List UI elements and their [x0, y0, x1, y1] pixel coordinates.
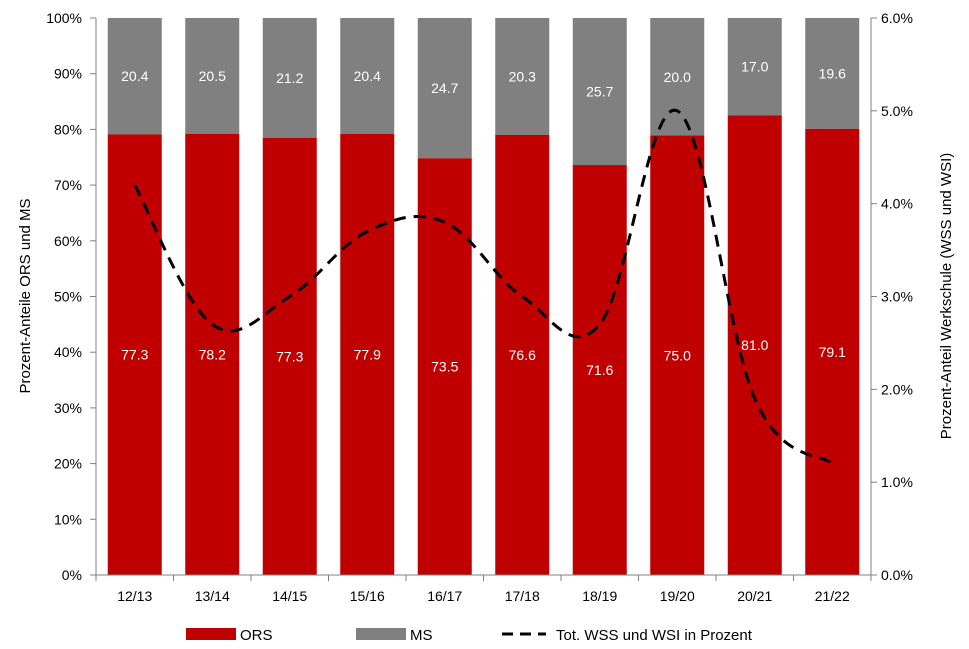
- y2-tick-label: 1.0%: [881, 474, 913, 490]
- x-tick-label: 16/17: [427, 588, 462, 604]
- y2-tick-label: 3.0%: [881, 289, 913, 305]
- bar-ors: [107, 134, 162, 575]
- x-tick-label: 15/16: [350, 588, 385, 604]
- x-tick-label: 14/15: [272, 588, 307, 604]
- axes-layer: 0% 10% 20% 30% 40% 50% 60% 70% 80% 90% 100% 0.0% 1.0…: [46, 10, 913, 604]
- legend-label-ms: MS: [410, 627, 433, 644]
- y-tick-label: 40%: [54, 344, 82, 360]
- bar-ors: [340, 133, 395, 575]
- line-layer: [133, 109, 834, 465]
- x-tick-label: 12/13: [117, 588, 152, 604]
- bar-label-ors: 77.3: [276, 348, 303, 364]
- y2-tick-label: 4.0%: [881, 196, 913, 212]
- legend-label-ors: ORS: [240, 627, 273, 644]
- y-axis-title: Prozent-Anteile ORS und MS: [17, 198, 34, 393]
- legend-label-line: Tot. WSS und WSI in Prozent: [556, 627, 753, 644]
- bar-label-ors: 76.6: [509, 347, 536, 363]
- series-line-wss-wsi: [133, 109, 834, 465]
- bar-label-ors: 77.9: [354, 346, 381, 362]
- bar-label-ors: 71.6: [586, 362, 613, 378]
- bar-label-ms: 19.6: [819, 65, 846, 81]
- bar-label-ms: 20.4: [121, 68, 148, 84]
- y2-tick-label: 5.0%: [881, 103, 913, 119]
- bar-ors: [185, 133, 240, 575]
- x-tick-label: 19/20: [660, 588, 695, 604]
- y-tick-label: 10%: [54, 511, 82, 527]
- bar-ors: [417, 158, 472, 575]
- bar-label-ms: 20.0: [664, 69, 691, 85]
- x-tick-label: 13/14: [195, 588, 230, 604]
- y-tick-label: 100%: [46, 10, 82, 26]
- bar-label-ors: 77.3: [121, 347, 148, 363]
- bar-label-ms: 20.4: [354, 68, 381, 84]
- bar-ms: [650, 18, 705, 136]
- x-tick-label: 18/19: [582, 588, 617, 604]
- bar-ms: [185, 18, 240, 134]
- y-tick-label: 90%: [54, 66, 82, 82]
- bar-ms: [262, 18, 317, 138]
- bar-ms: [417, 18, 472, 159]
- bar-ms: [340, 18, 395, 134]
- bar-label-ms: 24.7: [431, 80, 458, 96]
- bar-label-ors: 73.5: [431, 359, 458, 375]
- y-tick-label: 0%: [62, 567, 82, 583]
- bar-ors: [727, 115, 782, 575]
- legend-swatch-ms: [356, 628, 406, 640]
- x-tick-label: 20/21: [737, 588, 772, 604]
- y2-tick-label: 6.0%: [881, 10, 913, 26]
- y2-tick-label: 0.0%: [881, 567, 913, 583]
- bar-ors: [805, 128, 860, 575]
- bar-ms: [495, 18, 550, 135]
- y-tick-label: 50%: [54, 289, 82, 305]
- bar-label-ms: 25.7: [586, 84, 613, 100]
- bar-ors: [495, 134, 550, 575]
- bar-ors: [650, 135, 705, 576]
- y-tick-label: 30%: [54, 400, 82, 416]
- y-tick-label: 60%: [54, 233, 82, 249]
- bar-label-ors: 81.0: [741, 337, 768, 353]
- bar-label-ors: 75.0: [664, 347, 691, 363]
- legend: ORS MS Tot. WSS und WSI in Prozent: [186, 627, 753, 644]
- x-tick-label: 17/18: [505, 588, 540, 604]
- bar-ms: [805, 18, 860, 129]
- bar-labels-layer: 20.4 77.3 20.5 78.2 21.2 77.3 20.4 77.9 24.7 73.5…: [121, 59, 846, 378]
- bar-label-ors: 79.1: [819, 344, 846, 360]
- bar-label-ors: 78.2: [199, 346, 226, 362]
- bar-label-ms: 20.3: [509, 68, 536, 84]
- legend-swatch-ors: [186, 628, 236, 640]
- bar-label-ms: 21.2: [276, 70, 303, 86]
- bars-layer: [107, 18, 860, 576]
- y2-tick-label: 2.0%: [881, 381, 913, 397]
- y2-axis-title: Prozent-Anteil Werkschule (WSS und WSI): [938, 153, 955, 439]
- bar-ors: [262, 137, 317, 575]
- bar-label-ms: 17.0: [741, 59, 768, 75]
- y-tick-label: 20%: [54, 456, 82, 472]
- bar-label-ms: 20.5: [199, 68, 226, 84]
- bar-ms: [727, 18, 782, 116]
- bar-ors: [572, 165, 627, 575]
- bar-ms: [572, 18, 627, 166]
- bar-ms: [107, 18, 162, 135]
- y-tick-label: 70%: [54, 177, 82, 193]
- x-tick-label: 21/22: [815, 588, 850, 604]
- y-tick-label: 80%: [54, 121, 82, 137]
